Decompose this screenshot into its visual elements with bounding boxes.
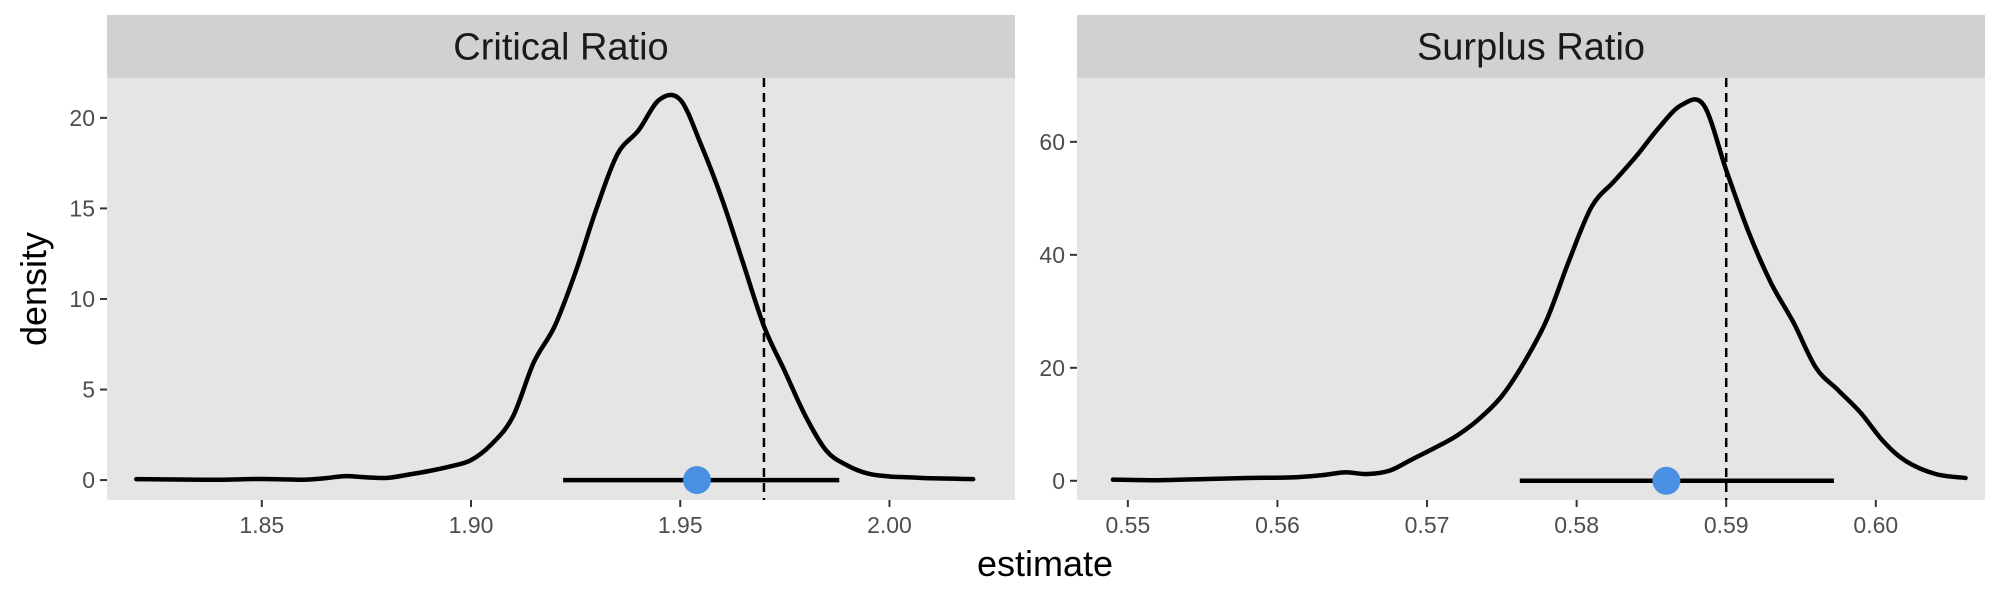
plot-panel bbox=[1077, 78, 1985, 500]
density-curve bbox=[134, 92, 976, 482]
point-estimate bbox=[1652, 466, 1681, 495]
facet-title: Critical Ratio bbox=[453, 27, 668, 69]
x-tick-label: 1.85 bbox=[239, 512, 284, 538]
y-tick-label: 20 bbox=[69, 105, 95, 131]
x-tick-label: 1.90 bbox=[449, 512, 494, 538]
x-tick-label: 0.58 bbox=[1554, 512, 1599, 538]
y-tick-label: 15 bbox=[69, 195, 95, 221]
facet-panel-critical-ratio: Critical Ratio 0 5 10 15 20 1.85 1.90 1.95 2.00 bbox=[69, 15, 1015, 538]
facet-title: Surplus Ratio bbox=[1417, 27, 1645, 69]
x-tick-label: 0.59 bbox=[1704, 512, 1749, 538]
x-tick-label: 1.95 bbox=[658, 512, 703, 538]
x-tick-label: 0.57 bbox=[1405, 512, 1450, 538]
y-tick-label: 5 bbox=[82, 377, 95, 403]
x-tick-label: 0.56 bbox=[1255, 512, 1300, 538]
density-curve bbox=[1110, 97, 1968, 483]
facet-panel-surplus-ratio: Surplus Ratio 0 20 40 60 0.55 0.56 0.57 0.58 0.59… bbox=[1039, 15, 1985, 538]
facet-strip bbox=[107, 15, 1015, 78]
x-tick-label: 0.55 bbox=[1105, 512, 1150, 538]
y-tick-label: 0 bbox=[82, 467, 95, 493]
facet-strip bbox=[1077, 15, 1985, 78]
plot-panel bbox=[107, 78, 1015, 500]
y-tick-label: 40 bbox=[1039, 242, 1065, 268]
point-estimate bbox=[682, 466, 711, 495]
y-tick-label: 20 bbox=[1039, 355, 1065, 381]
x-tick-label: 0.60 bbox=[1853, 512, 1898, 538]
y-axis-title: density bbox=[13, 232, 54, 346]
y-tick-label: 0 bbox=[1052, 468, 1065, 494]
x-tick-label: 2.00 bbox=[867, 512, 912, 538]
x-axis-title: estimate bbox=[977, 543, 1113, 584]
y-tick-label: 10 bbox=[69, 286, 95, 312]
y-tick-label: 60 bbox=[1039, 129, 1065, 155]
